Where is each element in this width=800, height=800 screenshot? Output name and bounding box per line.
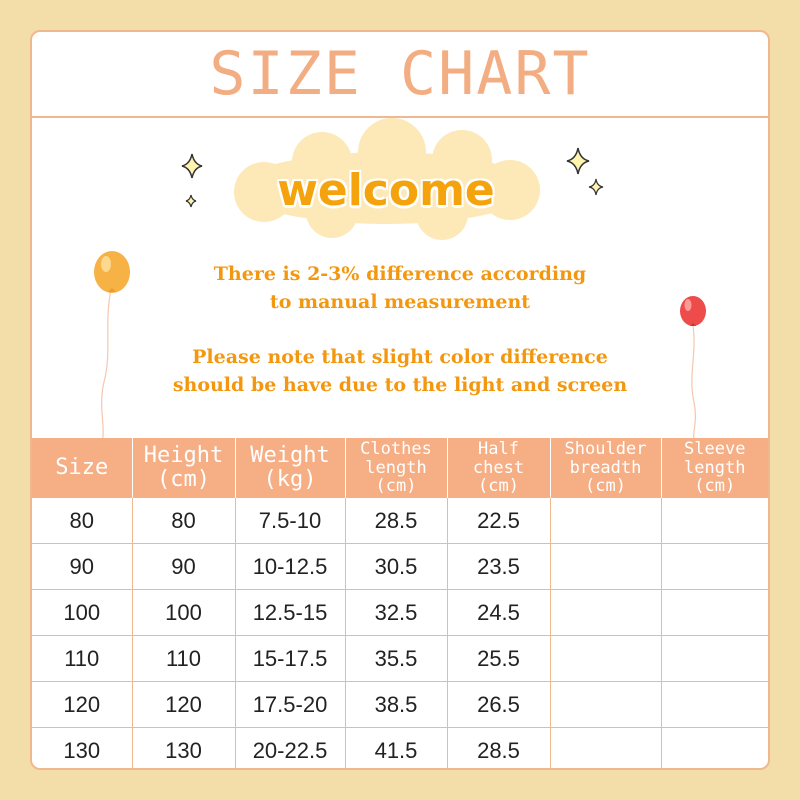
size-chart-card: SIZE CHART welcome There is 2-3% dif: [30, 30, 770, 770]
cell-height: 120: [132, 681, 236, 728]
cell-shoulder-breadth: [550, 635, 662, 682]
color-note: Please note that slight color difference…: [172, 346, 628, 396]
header-sleeve-length: Sleeve length (cm): [661, 438, 768, 498]
table-row: 120 120 17.5-20 38.5 26.5: [32, 681, 768, 728]
table-row: 100 100 12.5-15 32.5 24.5: [32, 589, 768, 636]
cell-shoulder-breadth: [550, 681, 662, 728]
cell-weight: 10-12.5: [235, 543, 346, 590]
cell-size: 120: [32, 681, 133, 728]
sparkle-icon: [185, 194, 197, 208]
welcome-heading: welcome: [277, 164, 495, 216]
cell-clothes-length: 32.5: [345, 589, 448, 636]
cell-sleeve-length: [661, 681, 768, 728]
header-weight: Weight (kg): [235, 438, 346, 498]
cell-clothes-length: 28.5: [345, 498, 448, 544]
measurement-note: There is 2-3% difference according to ma…: [213, 263, 587, 313]
cell-sleeve-length: [661, 635, 768, 682]
cell-height: 90: [132, 543, 236, 590]
cell-clothes-length: 41.5: [345, 727, 448, 768]
header-shoulder-breadth: Shoulder breadth (cm): [550, 438, 662, 498]
cell-size: 80: [32, 498, 133, 544]
header-size: Size: [32, 438, 133, 498]
cell-size: 110: [32, 635, 133, 682]
sparkle-icon: [566, 147, 590, 175]
cell-half-chest: 26.5: [447, 681, 551, 728]
cell-height: 130: [132, 727, 236, 768]
cell-weight: 17.5-20: [235, 681, 346, 728]
sparkle-icon: [588, 178, 604, 196]
header-half-chest: Half chest (cm): [447, 438, 551, 498]
cell-height: 80: [132, 498, 236, 544]
header-clothes-length: Clothes length (cm): [345, 438, 448, 498]
cell-clothes-length: 38.5: [345, 681, 448, 728]
cell-shoulder-breadth: [550, 589, 662, 636]
cell-weight: 12.5-15: [235, 589, 346, 636]
cell-weight: 7.5-10: [235, 498, 346, 544]
cell-clothes-length: 30.5: [345, 543, 448, 590]
sparkle-icon: [181, 153, 203, 179]
cell-size: 90: [32, 543, 133, 590]
cell-half-chest: 22.5: [447, 498, 551, 544]
cell-half-chest: 28.5: [447, 727, 551, 768]
page-title: SIZE CHART: [32, 32, 768, 118]
cell-weight: 20-22.5: [235, 727, 346, 768]
cell-sleeve-length: [661, 543, 768, 590]
cell-half-chest: 24.5: [447, 589, 551, 636]
cell-half-chest: 23.5: [447, 543, 551, 590]
cell-sleeve-length: [661, 498, 768, 544]
table-row: 90 90 10-12.5 30.5 23.5: [32, 543, 768, 590]
cell-shoulder-breadth: [550, 543, 662, 590]
cell-shoulder-breadth: [550, 498, 662, 544]
cell-shoulder-breadth: [550, 727, 662, 768]
cell-half-chest: 25.5: [447, 635, 551, 682]
cell-sleeve-length: [661, 589, 768, 636]
cell-size: 130: [32, 727, 133, 768]
cell-size: 100: [32, 589, 133, 636]
cell-sleeve-length: [661, 728, 768, 769]
size-table: Size Height (cm) Weight (kg) Clothes length…: [32, 438, 768, 769]
table-row: 130 130 20-22.5 41.5 28.5: [32, 727, 768, 769]
header-height: Height (cm): [132, 438, 236, 498]
cell-clothes-length: 35.5: [345, 635, 448, 682]
table-header-row: Size Height (cm) Weight (kg) Clothes length…: [32, 438, 768, 498]
cell-height: 110: [132, 635, 236, 682]
cell-weight: 15-17.5: [235, 635, 346, 682]
table-row: 110 110 15-17.5 35.5 25.5: [32, 635, 768, 682]
cell-height: 100: [132, 589, 236, 636]
table-row: 80 80 7.5-10 28.5 22.5: [32, 498, 768, 544]
